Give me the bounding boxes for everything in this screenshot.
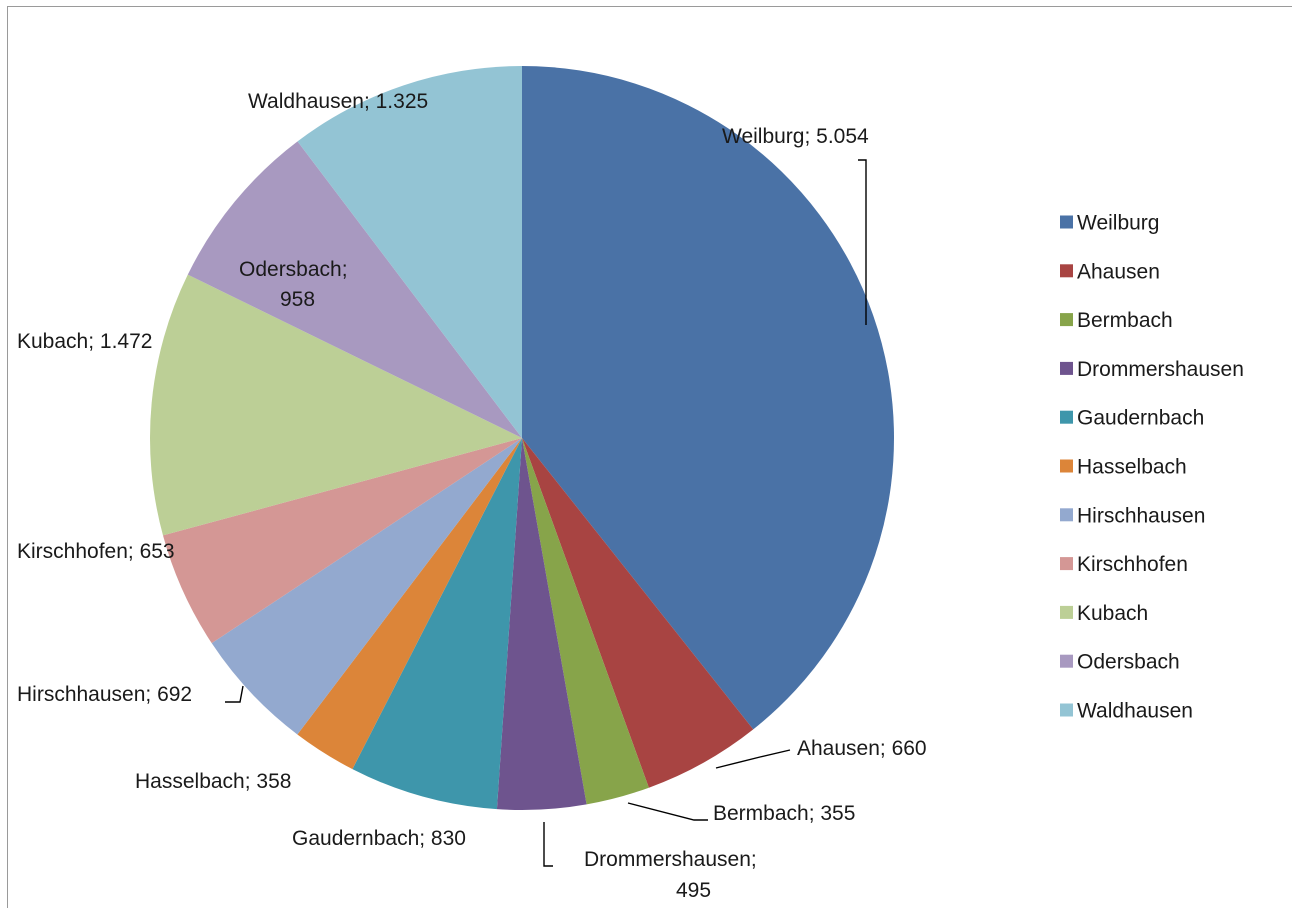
data-label-waldhausen: Waldhausen; 1.325 bbox=[248, 90, 428, 113]
legend-label-hirschhausen: Hirschhausen bbox=[1077, 504, 1205, 527]
data-label-drommershausen-line-2: 495 bbox=[676, 879, 711, 902]
data-label-kirschhofen: Kirschhofen; 653 bbox=[17, 540, 175, 563]
data-label-gaudernbach: Gaudernbach; 830 bbox=[292, 827, 466, 850]
legend-swatch-kubach bbox=[1060, 605, 1073, 619]
legend-swatch-ahausen bbox=[1060, 264, 1073, 278]
pie-slice-hasselbach bbox=[297, 438, 522, 770]
data-label-odersbach-line-1: Odersbach; bbox=[239, 258, 348, 281]
data-label-weilburg: Weilburg; 5.054 bbox=[722, 125, 869, 148]
pie-slice-waldhausen bbox=[297, 66, 522, 438]
pie-slice-weilburg bbox=[522, 65, 895, 730]
data-label-hasselbach: Hasselbach; 358 bbox=[135, 770, 291, 793]
data-label-ahausen: Ahausen; 660 bbox=[797, 737, 927, 760]
legend: Weilburg Ahausen Bermbach Drommershausen Gau… bbox=[1060, 212, 1244, 723]
data-label-odersbach-line-2: 958 bbox=[280, 288, 315, 311]
pie-slice-ahausen bbox=[522, 438, 754, 788]
legend-swatch-kirschhofen bbox=[1060, 557, 1073, 571]
leader-line-bermbach bbox=[627, 802, 708, 821]
legend-swatch-hirschhausen bbox=[1060, 508, 1073, 522]
pie-slice-odersbach bbox=[187, 141, 523, 439]
legend-label-kirschhofen: Kirschhofen bbox=[1077, 553, 1188, 576]
legend-swatch-bermbach bbox=[1060, 313, 1073, 327]
leader-line-hirschhausen bbox=[225, 685, 244, 703]
data-label-bermbach: Bermbach; 355 bbox=[713, 802, 855, 825]
legend-swatch-hasselbach bbox=[1060, 459, 1073, 473]
legend-swatch-weilburg bbox=[1060, 215, 1073, 229]
legend-swatch-gaudernbach bbox=[1060, 410, 1073, 424]
chart-area bbox=[7, 6, 1292, 908]
legend-label-gaudernbach: Gaudernbach bbox=[1077, 407, 1204, 430]
data-label-hirschhausen: Hirschhausen; 692 bbox=[17, 683, 192, 706]
pie-slice-hirschhausen bbox=[211, 438, 522, 735]
data-label-drommershausen-line-1: Drommershausen; bbox=[584, 848, 757, 871]
legend-label-ahausen: Ahausen bbox=[1077, 260, 1160, 283]
legend-label-hasselbach: Hasselbach bbox=[1077, 456, 1187, 479]
legend-label-drommershausen: Drommershausen bbox=[1077, 358, 1244, 381]
data-label-kubach: Kubach; 1.472 bbox=[17, 330, 152, 353]
pie-slices bbox=[149, 65, 895, 810]
pie-slice-bermbach bbox=[522, 438, 649, 805]
pie-slice-kirschhofen bbox=[162, 438, 523, 644]
legend-label-bermbach: Bermbach bbox=[1077, 309, 1173, 332]
pie-slice-gaudernbach bbox=[352, 438, 522, 810]
leader-lines bbox=[225, 159, 867, 867]
leader-line-drommershausen bbox=[543, 822, 553, 867]
legend-label-kubach: Kubach bbox=[1077, 602, 1148, 625]
leader-line-weilburg bbox=[858, 159, 867, 325]
pie-slice-drommershausen bbox=[496, 438, 587, 810]
legend-label-weilburg: Weilburg bbox=[1077, 212, 1159, 235]
leader-line-ahausen bbox=[715, 749, 791, 769]
legend-label-odersbach: Odersbach bbox=[1077, 651, 1180, 674]
legend-swatch-drommershausen bbox=[1060, 361, 1073, 375]
legend-swatch-waldhausen bbox=[1060, 703, 1073, 717]
legend-swatch-odersbach bbox=[1060, 654, 1073, 668]
pie-slice-kubach bbox=[149, 274, 523, 536]
legend-label-waldhausen: Waldhausen bbox=[1077, 700, 1193, 723]
data-labels: Weilburg; 5.054 Ahausen; 660 Bermbach; 355… bbox=[17, 90, 927, 902]
